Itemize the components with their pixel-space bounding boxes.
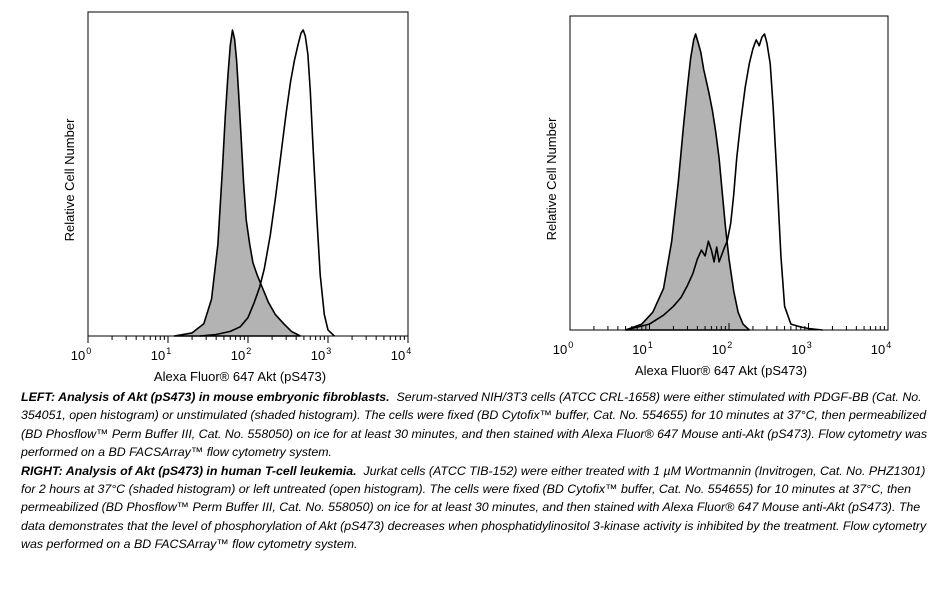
caption-right-heading: RIGHT: Analysis of Akt (pS473) in human … — [21, 463, 357, 478]
left-tick-label: 103 — [311, 346, 331, 363]
caption-left-paragraph: LEFT: Analysis of Akt (pS473) in mouse e… — [21, 388, 931, 462]
right-tick-label: 102 — [712, 340, 732, 357]
right-tick-label: 101 — [632, 340, 652, 357]
caption-left-text: Serum-starved NIH/3T3 cells (ATCC CRL-16… — [21, 390, 928, 460]
histogram-figure: 100 101 102 103 104 Alexa Fluor® 647 Akt (pS4… — [62, 11, 891, 384]
left-tick-label: 100 — [71, 346, 91, 363]
right-tick-label: 100 — [553, 340, 573, 357]
right-y-axis-title: Relative Cell Number — [544, 117, 559, 240]
right-tick-label: 104 — [871, 340, 891, 357]
right-histogram-panel: 100 101 102 103 104 Alexa Fluor® 647 Akt (pS4… — [544, 15, 891, 378]
caption-left-heading: LEFT: Analysis of Akt (pS473) in mouse e… — [21, 390, 390, 404]
left-shaded-histogram — [173, 29, 302, 337]
left-histogram-panel: 100 101 102 103 104 Alexa Fluor® 647 Akt (pS4… — [62, 11, 411, 384]
left-tick-label: 102 — [231, 346, 251, 363]
caption-right-paragraph: RIGHT: Analysis of Akt (pS473) in human … — [21, 462, 931, 554]
left-tick-label: 101 — [151, 346, 171, 363]
left-open-histogram — [199, 29, 335, 337]
right-tick-label: 103 — [791, 340, 811, 357]
right-x-ticks: 100 101 102 103 104 — [553, 323, 891, 357]
caption-right-text: Jurkat cells (ATCC TIB-152) were either … — [21, 463, 927, 552]
left-x-ticks: 100 101 102 103 104 — [71, 336, 411, 363]
left-y-axis-title: Relative Cell Number — [62, 118, 77, 241]
left-x-axis-title: Alexa Fluor® 647 Akt (pS473) — [154, 369, 326, 384]
figure-caption: LEFT: Analysis of Akt (pS473) in mouse e… — [21, 388, 931, 554]
right-open-histogram — [625, 33, 823, 331]
left-tick-label: 104 — [391, 346, 411, 363]
right-x-axis-title: Alexa Fluor® 647 Akt (pS473) — [635, 363, 807, 378]
